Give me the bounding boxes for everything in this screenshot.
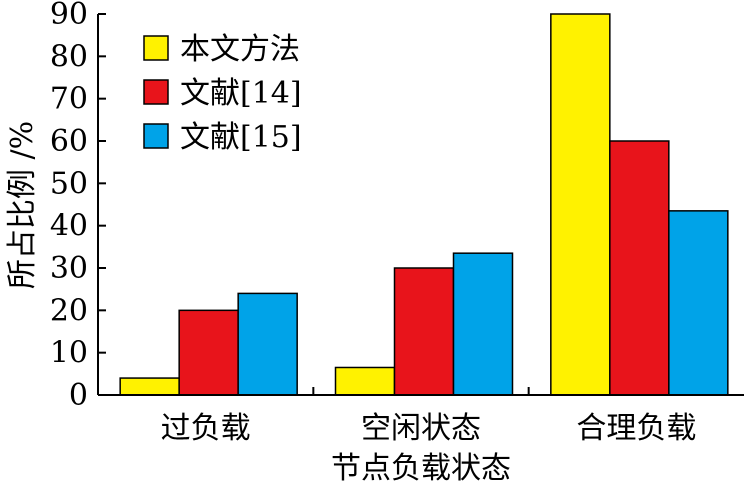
y-tick-label: 0	[69, 378, 88, 413]
x-category-label: 合理负载	[576, 411, 696, 446]
y-tick-label: 30	[50, 251, 88, 286]
bar-1-2	[452, 252, 514, 396]
legend-swatch	[143, 123, 169, 149]
y-tick-label: 50	[50, 166, 88, 201]
legend-label: 文献[15]	[180, 120, 302, 155]
legend-label: 文献[14]	[180, 76, 302, 111]
bar-2-2	[668, 210, 729, 396]
y-tick-label: 10	[50, 336, 88, 371]
x-category-label: 空闲状态	[361, 411, 481, 446]
x-axis-title: 节点负载状态	[331, 451, 511, 486]
y-axis-title: 所占比例 /%	[5, 121, 40, 289]
y-tick-label: 90	[50, 0, 88, 32]
bar-2-0	[550, 13, 611, 396]
legend-label: 本文方法	[180, 32, 300, 67]
legend-swatch	[143, 79, 169, 105]
bar-1-1	[393, 267, 455, 396]
x-ticks-group: 过负载 空闲状态 合理负载	[161, 387, 696, 446]
bar-0-1	[178, 309, 239, 396]
legend-swatch	[143, 35, 169, 61]
y-tick-label: 70	[50, 82, 88, 117]
y-tick-label: 20	[50, 293, 88, 328]
y-tick-label: 40	[50, 209, 88, 244]
axes-group	[97, 14, 744, 396]
bars-group	[119, 13, 729, 396]
bar-1-0	[334, 366, 396, 396]
bar-0-2	[237, 292, 298, 396]
y-tick-label: 80	[50, 39, 88, 74]
x-category-label: 过负载	[161, 411, 251, 446]
y-tick-label: 60	[50, 124, 88, 159]
y-ticks-group: 0 10 20 30 40 50 60 70 80 90	[50, 0, 106, 413]
bar-2-1	[609, 140, 670, 396]
bar-0-0	[119, 377, 180, 396]
